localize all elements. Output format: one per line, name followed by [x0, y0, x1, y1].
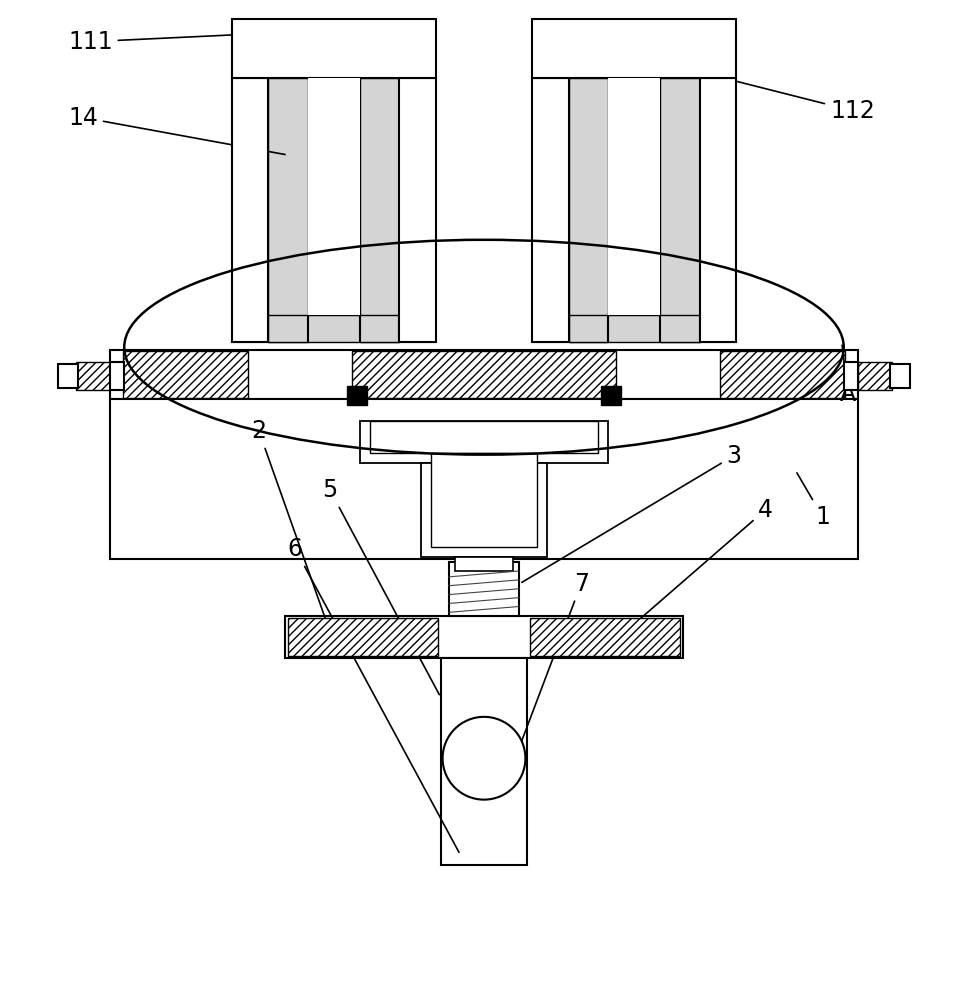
Bar [844, 362, 858, 390]
Bar [76, 362, 110, 390]
Text: 14: 14 [68, 106, 286, 155]
Text: A: A [840, 345, 856, 406]
Bar [347, 386, 367, 405]
Bar [455, 557, 513, 571]
Circle shape [442, 717, 526, 800]
Bar [123, 351, 249, 398]
Text: 7: 7 [505, 572, 589, 783]
Bar [532, 19, 737, 78]
Bar [268, 315, 399, 342]
Bar [569, 315, 700, 342]
Bar [308, 78, 360, 315]
Text: 2: 2 [252, 419, 331, 635]
Bar [399, 78, 436, 342]
Text: 5: 5 [322, 478, 439, 695]
Text: 4: 4 [620, 498, 773, 636]
Bar [891, 364, 910, 388]
Bar [660, 78, 700, 342]
Text: 112: 112 [680, 67, 875, 123]
Bar [58, 364, 77, 388]
Bar [231, 78, 268, 342]
Text: 3: 3 [522, 444, 741, 582]
Bar [569, 78, 608, 342]
Bar [440, 658, 528, 865]
Text: 6: 6 [287, 537, 459, 852]
Bar [231, 19, 436, 78]
Bar [360, 78, 399, 342]
Bar [858, 362, 892, 390]
Bar [421, 463, 547, 557]
Bar [287, 618, 438, 656]
Bar [370, 421, 598, 453]
Bar [530, 618, 681, 656]
Bar [608, 78, 660, 315]
Text: 111: 111 [68, 30, 295, 54]
Bar [431, 453, 537, 547]
Bar [110, 399, 858, 559]
Bar [448, 562, 520, 616]
Bar [719, 351, 845, 398]
Bar [285, 616, 683, 658]
Bar [601, 386, 621, 405]
Bar [700, 78, 737, 342]
Bar [268, 78, 308, 342]
Text: 1: 1 [797, 473, 830, 529]
Bar [360, 421, 608, 463]
Bar [532, 78, 569, 342]
Bar [110, 362, 124, 390]
Bar [110, 350, 858, 399]
Bar [352, 351, 616, 398]
